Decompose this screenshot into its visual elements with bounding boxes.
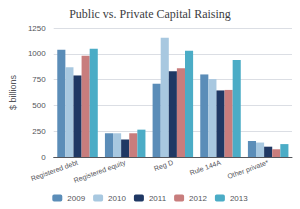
svg-text:1000: 1000 (28, 49, 46, 58)
svg-text:2011: 2011 (149, 194, 167, 203)
svg-text:500: 500 (32, 101, 46, 110)
svg-text:Registered debt: Registered debt (30, 159, 79, 183)
svg-text:1250: 1250 (28, 24, 46, 33)
svg-text:0: 0 (41, 153, 46, 162)
svg-text:Rule 144A: Rule 144A (189, 159, 222, 177)
svg-text:2013: 2013 (230, 194, 248, 203)
svg-text:Reg D: Reg D (153, 159, 174, 173)
svg-text:2010: 2010 (108, 194, 126, 203)
svg-text:2009: 2009 (67, 194, 85, 203)
svg-text:750: 750 (32, 75, 46, 84)
svg-text:250: 250 (32, 127, 46, 136)
svg-text:$ billions: $ billions (8, 74, 18, 110)
svg-text:Public vs. Private Capital Rai: Public vs. Private Capital Raising (69, 7, 231, 21)
svg-text:2012: 2012 (189, 194, 207, 203)
svg-text:Other private*: Other private* (226, 159, 270, 181)
svg-text:Registered equity: Registered equity (73, 159, 127, 185)
